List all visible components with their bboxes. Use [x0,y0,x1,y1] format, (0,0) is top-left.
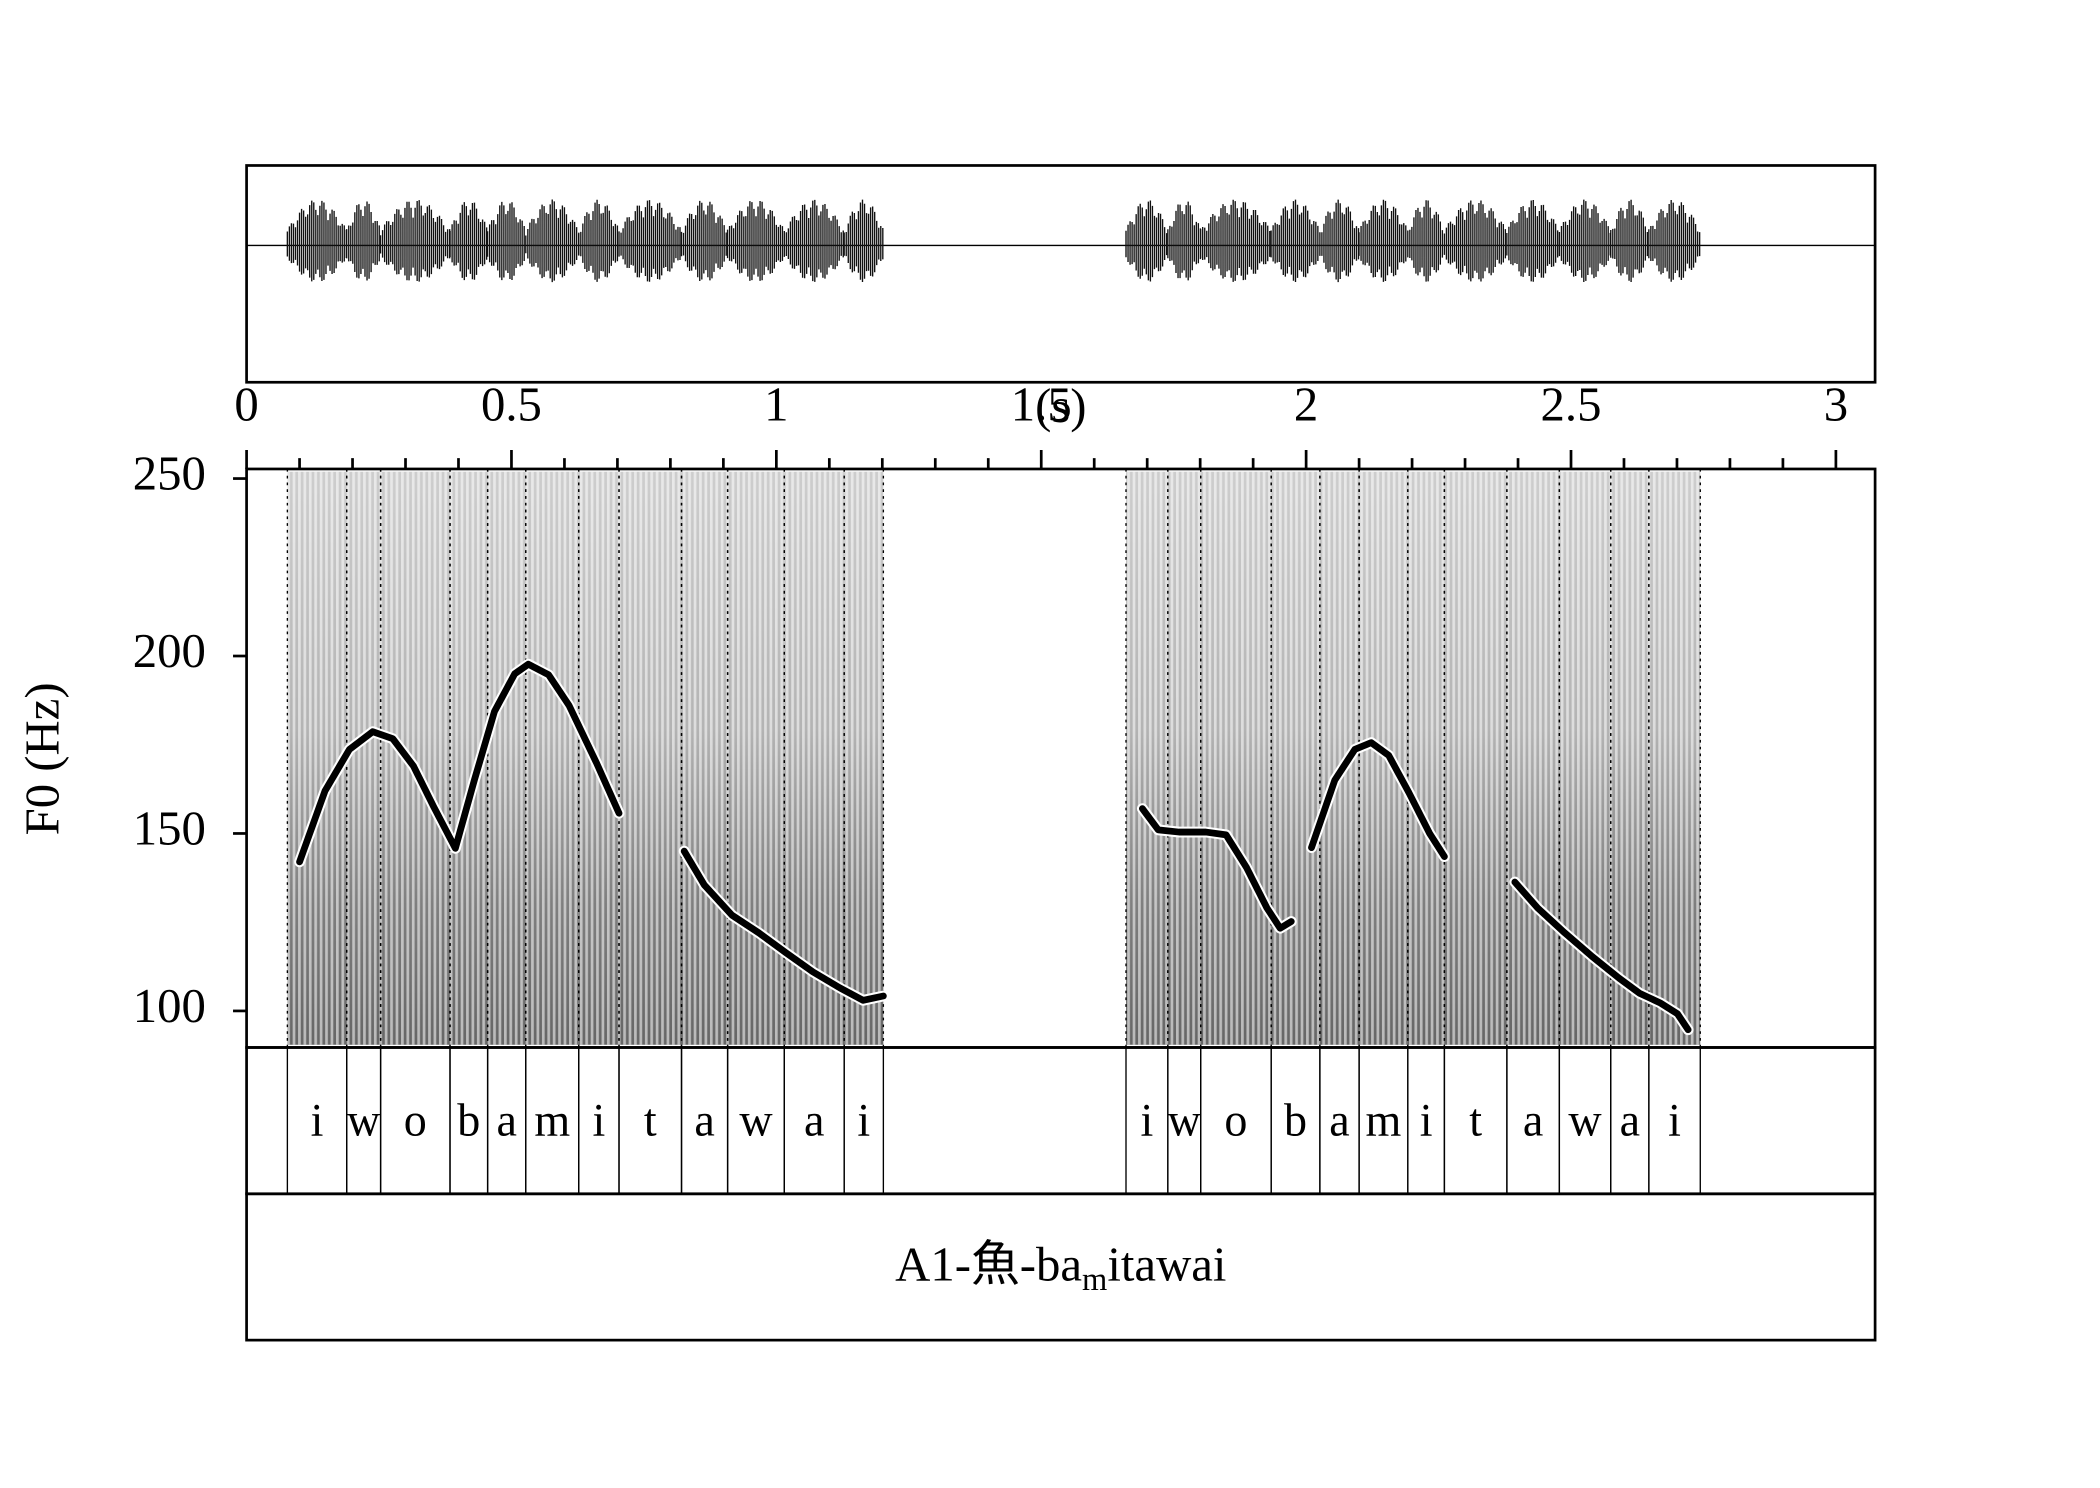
spectrogram-striation [619,471,682,1045]
y-tick-label: 200 [133,624,206,678]
waveform [1443,200,1507,282]
waveform [578,199,619,282]
phone-label: i [857,1094,870,1145]
phone-label: w [1568,1094,1602,1145]
phone-label: a [694,1094,714,1145]
x-tick-label: 0.5 [481,378,542,432]
f0-contour [296,660,623,866]
phone-label: i [311,1094,324,1145]
spectrogram-striation [1407,471,1445,1045]
spectrogram-striation [1610,471,1649,1045]
f0-contour [1511,878,1692,1034]
utterance-subscript: m [1082,1263,1107,1299]
phone-label: o [404,1094,427,1145]
y-tick-label: 250 [133,447,206,501]
x-axis-label: (s) [1035,379,1086,433]
phone-label: m [534,1094,570,1145]
x-tick-label: 3 [1824,378,1848,432]
waveform [449,202,488,281]
phone-label: t [1469,1094,1482,1145]
spectrogram-striation [1200,471,1272,1045]
utterance-tier [245,1192,1877,1342]
spectrogram-striation [346,471,381,1045]
waveform [726,200,784,281]
spectrogram-striation [1167,471,1201,1045]
spectrogram-striation [727,471,785,1045]
x-tick-label: 1.5 [1011,378,1072,432]
utterance-label: A1-魚-bamitawai [895,1238,1226,1299]
phone-label: a [1620,1094,1640,1145]
x-tick-label: 0 [234,378,258,432]
waveform [843,199,884,282]
waveform [1125,200,1168,282]
utterance-part: itawai [1107,1238,1226,1292]
x-tick-label: 2.5 [1541,378,1602,432]
waveform [618,200,681,282]
waveform [1407,200,1444,282]
y-tick-label: 100 [133,979,206,1033]
spectrogram-striation [1648,471,1701,1045]
waveform [525,199,580,283]
phone-label: o [1224,1094,1247,1145]
spectrogram [287,471,1701,1045]
waveform [379,200,451,282]
waveform-frame [245,164,1877,384]
spectrogram-striation [1444,471,1507,1045]
spectrogram-striation [1506,471,1560,1045]
y-axis-label: F0 (Hz) [16,682,70,835]
phone-label: w [347,1094,381,1145]
phone-label: i [592,1094,605,1145]
waveform [1270,199,1319,282]
waveform [1199,199,1271,282]
utterance-part: A1-魚-ba [895,1238,1082,1292]
waveform [486,201,525,281]
phone-label: a [1523,1094,1543,1145]
phone-label: i [1141,1094,1154,1145]
phone-label: i [1668,1094,1681,1145]
waveform [1610,199,1649,282]
phone-label: t [644,1094,657,1145]
waveform [346,201,380,281]
phone-label: a [496,1094,516,1145]
waveform [1319,199,1360,283]
f0-contour [1308,739,1448,860]
f0-contour [680,847,887,1004]
waveform [286,200,347,282]
waveform [1358,199,1407,282]
phone-label: i [1420,1094,1433,1145]
x-tick-label: 2 [1294,378,1318,432]
waveform [1558,199,1611,282]
y-tick-label: 150 [133,802,206,856]
spectrogram-striation [844,471,884,1045]
spectrogram-striation [380,471,451,1045]
phone-label: m [1366,1094,1402,1145]
spectrogram-striation [1126,471,1168,1045]
spectrogram-striation [1271,471,1320,1045]
phone-label: w [1168,1094,1202,1145]
spectrogram-striation [287,471,347,1045]
spectrogram-striation [525,471,579,1045]
phone-label: b [457,1094,480,1145]
spectrogram-striation [681,471,728,1045]
phone-label: a [804,1094,824,1145]
phone-label: b [1284,1094,1307,1145]
spectrogram-striation [784,471,845,1045]
waveform [1167,201,1202,281]
waveform [1506,200,1559,282]
phone-label: w [739,1094,773,1145]
waveform [1648,200,1701,282]
phone-label: a [1329,1094,1349,1145]
x-tick-label: 1 [764,378,788,432]
waveform [680,200,727,282]
spectrogram-striation [487,471,526,1045]
waveform [783,199,844,282]
f0-contour [1139,805,1295,932]
